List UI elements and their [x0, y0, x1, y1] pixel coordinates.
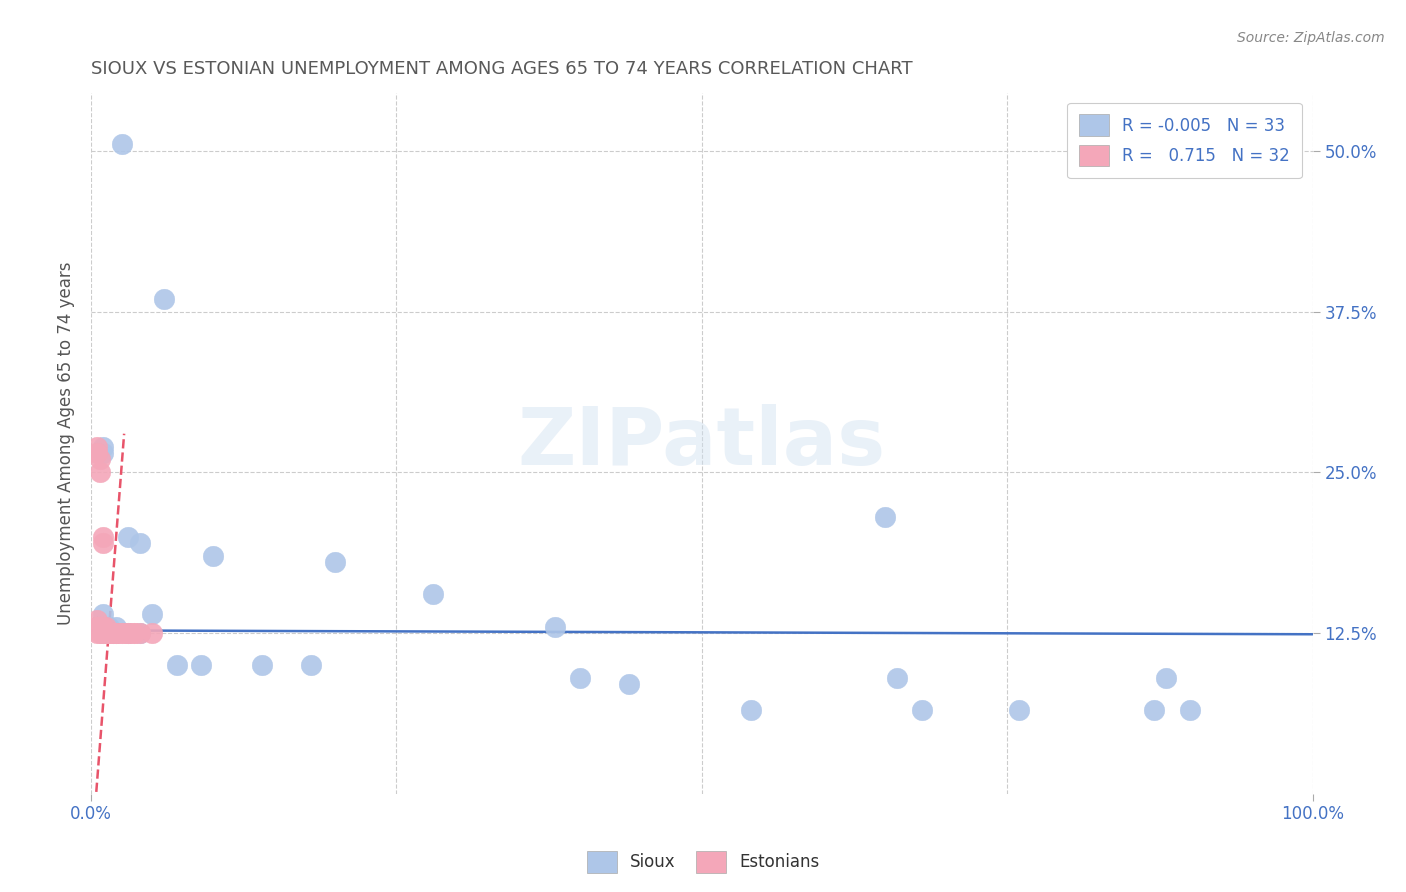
Point [422, 587, 444, 601]
Point [93, 626, 115, 640]
Point [190, 658, 212, 673]
Point [544, 619, 567, 633]
Point [111, 626, 134, 640]
Point [86, 613, 108, 627]
Point [111, 137, 134, 152]
Point [104, 626, 127, 640]
Point [129, 536, 152, 550]
Point [86, 619, 108, 633]
Point [117, 626, 139, 640]
Point [93, 619, 115, 633]
Point [101, 626, 124, 640]
Point [617, 677, 640, 691]
Point [89, 465, 111, 479]
Point [129, 626, 152, 640]
Text: SIOUX VS ESTONIAN UNEMPLOYMENT AMONG AGES 65 TO 74 YEARS CORRELATION CHART: SIOUX VS ESTONIAN UNEMPLOYMENT AMONG AGE… [91, 60, 912, 78]
Point [101, 626, 124, 640]
Point [1154, 671, 1177, 685]
Point [93, 440, 115, 454]
Point [86, 619, 108, 633]
Legend: Sioux, Estonians: Sioux, Estonians [581, 845, 825, 880]
Point [93, 530, 115, 544]
Point [86, 440, 108, 454]
Point [325, 555, 347, 569]
Point [202, 549, 225, 563]
Point [93, 619, 115, 633]
Point [89, 452, 111, 467]
Point [93, 446, 115, 460]
Point [873, 510, 896, 524]
Y-axis label: Unemployment Among Ages 65 to 74 years: Unemployment Among Ages 65 to 74 years [58, 261, 75, 625]
Point [886, 671, 908, 685]
Point [93, 536, 115, 550]
Point [93, 626, 115, 640]
Point [89, 619, 111, 633]
Point [141, 607, 163, 621]
Point [104, 626, 127, 640]
Point [153, 292, 176, 306]
Point [129, 626, 152, 640]
Point [94, 619, 117, 633]
Point [122, 626, 145, 640]
Point [98, 619, 121, 633]
Legend: R = -0.005   N = 33, R =   0.715   N = 32: R = -0.005 N = 33, R = 0.715 N = 32 [1067, 103, 1302, 178]
Point [86, 446, 108, 460]
Point [93, 607, 115, 621]
Point [98, 626, 121, 640]
Point [740, 703, 762, 717]
Point [117, 626, 139, 640]
Point [89, 626, 111, 640]
Point [93, 626, 115, 640]
Point [299, 658, 322, 673]
Point [86, 619, 108, 633]
Point [1008, 703, 1031, 717]
Point [86, 626, 108, 640]
Point [1143, 703, 1166, 717]
Point [111, 626, 134, 640]
Point [1180, 703, 1202, 717]
Point [122, 626, 145, 640]
Text: ZIPatlas: ZIPatlas [517, 404, 886, 483]
Point [98, 626, 121, 640]
Point [250, 658, 273, 673]
Point [568, 671, 591, 685]
Point [117, 530, 139, 544]
Point [117, 626, 139, 640]
Point [911, 703, 934, 717]
Point [141, 626, 163, 640]
Point [104, 619, 127, 633]
Point [166, 658, 188, 673]
Text: Source: ZipAtlas.com: Source: ZipAtlas.com [1237, 31, 1385, 45]
Point [94, 626, 117, 640]
Point [104, 626, 127, 640]
